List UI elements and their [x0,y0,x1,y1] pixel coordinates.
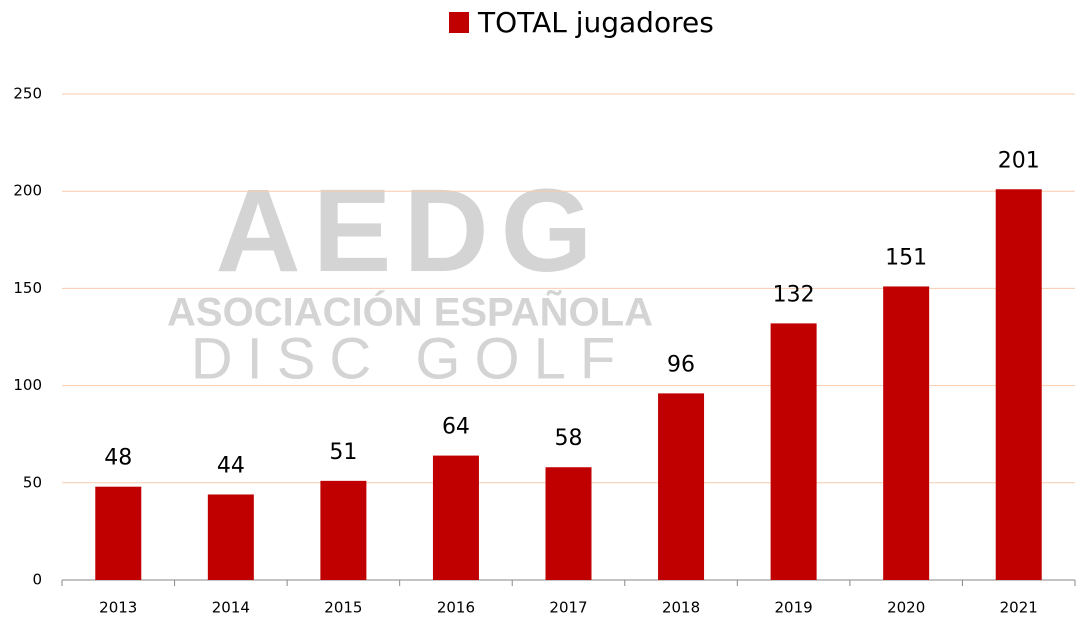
y-tick-label: 250 [13,85,42,103]
y-tick-label: 0 [32,571,42,589]
data-label: 48 [104,446,132,471]
x-tick-label: 2013 [99,599,137,617]
x-tick-label: 2015 [324,599,362,617]
y-tick-label: 100 [13,376,42,394]
bar [883,286,929,580]
y-tick-label: 150 [13,279,42,297]
data-label: 132 [773,282,815,307]
y-tick-label: 50 [23,473,42,491]
x-tick-label: 2018 [662,599,700,617]
data-label: 96 [667,352,695,377]
watermark: AEDG ASOCIACIÓN ESPAÑOLA DISC GOLF [167,165,653,391]
data-label: 51 [329,440,357,465]
watermark-line: DISC GOLF [191,326,630,391]
bar [996,189,1042,580]
data-label: 64 [442,415,470,440]
data-label: 201 [998,148,1040,173]
data-label: 151 [885,245,927,270]
x-tick-label: 2017 [549,599,587,617]
bar [771,323,817,580]
data-label: 58 [555,426,583,451]
legend-swatch [449,12,469,33]
x-tick-label: 2016 [437,599,475,617]
chart: AEDG ASOCIACIÓN ESPAÑOLA DISC GOLF 0 50 10… [0,0,1089,623]
bar [320,481,366,580]
x-tick-label: 2019 [775,599,813,617]
y-tick-label: 200 [13,182,42,200]
watermark-title: AEDG [216,165,605,297]
x-tick-label: 2014 [212,599,250,617]
bar [208,494,254,580]
x-tick-label: 2020 [887,599,925,617]
bar [658,393,704,580]
bar [546,467,592,580]
bar [95,487,141,580]
data-label: 44 [217,453,245,478]
bar [433,456,479,580]
x-tick-label: 2021 [1000,599,1038,617]
legend-label: TOTAL jugadores [477,6,714,39]
